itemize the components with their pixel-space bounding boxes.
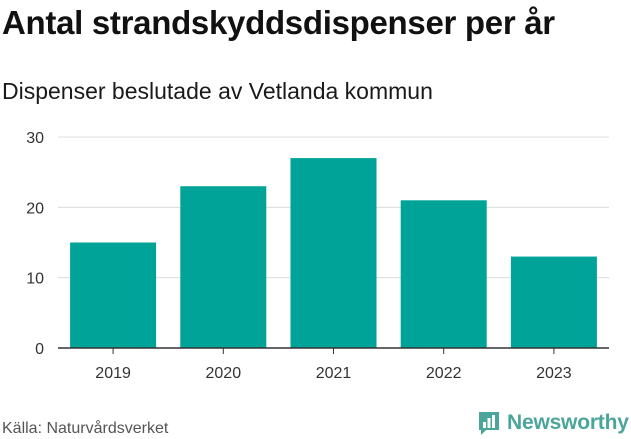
y-tick-label: 30 (26, 130, 44, 147)
bar (70, 242, 157, 348)
x-tick-label: 2021 (316, 365, 352, 382)
bar (290, 158, 377, 348)
chart-title: Antal strandskyddsdispenser per år (2, 4, 555, 41)
x-tick-label: 2019 (95, 365, 131, 382)
newsworthy-logo-icon (479, 412, 499, 435)
newsworthy-logo-text: Newsworthy (507, 411, 629, 434)
newsworthy-logo: Newsworthy (477, 408, 629, 438)
bar (400, 200, 487, 348)
bar (510, 256, 597, 348)
y-tick-label: 20 (26, 200, 44, 217)
x-tick-label: 2023 (536, 365, 572, 382)
y-tick-label: 10 (26, 271, 44, 288)
source-note: Källa: Naturvårdsverket (2, 420, 169, 437)
bar (180, 186, 267, 348)
x-tick-label: 2020 (206, 365, 242, 382)
bar-chart: 0 10 20 30 2019 2020 2021 2022 2023 (26, 130, 609, 382)
chart-subtitle: Dispenser beslutade av Vetlanda kommun (2, 78, 433, 104)
y-tick-label: 0 (35, 341, 44, 358)
x-tick-label: 2022 (426, 365, 462, 382)
